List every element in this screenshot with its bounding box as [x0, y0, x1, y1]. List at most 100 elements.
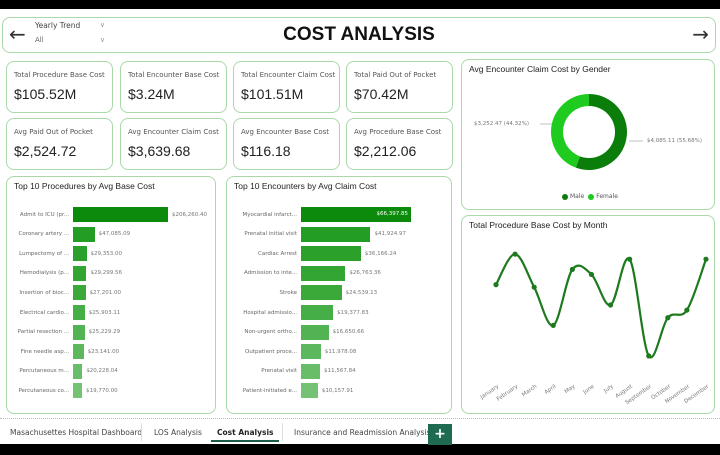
bar-row[interactable]: Stroke $24,539.13 [227, 284, 377, 301]
bar-row[interactable]: Percutaneous co... $19,770.00 [7, 382, 118, 399]
bar[interactable] [301, 383, 318, 399]
bar-label: Prenatal visit [261, 368, 297, 375]
bar[interactable] [73, 265, 87, 281]
bar-label: Percutaneous m... [19, 368, 69, 375]
tab-divider [141, 423, 142, 441]
bar[interactable] [73, 363, 83, 379]
kpi-value: $2,212.06 [354, 143, 417, 159]
bar[interactable] [301, 324, 329, 340]
legend-male[interactable]: Male [570, 193, 585, 200]
donut-slice-male[interactable] [575, 94, 627, 170]
bar-value: $16,650.66 [332, 329, 365, 336]
data-point-july[interactable] [607, 302, 614, 308]
bar-row[interactable]: Fine needle asp... $23,141.00 [7, 343, 119, 360]
data-point-march[interactable] [531, 284, 537, 290]
data-point-august[interactable] [627, 256, 633, 262]
slicer-value[interactable]: All [35, 36, 44, 44]
bar-label: Coronary artery ... [18, 231, 69, 238]
legend-female[interactable]: Female [596, 193, 618, 200]
bar[interactable] [301, 265, 346, 281]
data-point-june[interactable] [588, 271, 595, 278]
bar[interactable] [73, 305, 85, 320]
bar-row[interactable]: Hemodialysis (p... $29,299.56 [7, 265, 122, 282]
bar-value: $206,260.40 [172, 211, 207, 218]
bar-label: Lumpectomy of ... [19, 250, 69, 257]
bar-row[interactable]: Cardiac Arrest $36,166.24 [227, 245, 396, 262]
bar[interactable] [301, 226, 371, 242]
bar-row[interactable]: Admission to inte... $26,763.36 [227, 265, 381, 282]
bar[interactable] [73, 246, 87, 262]
bar[interactable] [301, 246, 361, 262]
bar-row[interactable]: Non-urgent ortho... $16,650.66 [227, 324, 364, 341]
kpi-value: $3.24M [128, 86, 175, 102]
bar-label: Insertion of bioc... [19, 289, 69, 296]
encounters-chart: Top 10 Encounters by Avg Claim Cost Myoc… [226, 176, 452, 414]
bar[interactable]: $66,397.85 [301, 207, 411, 222]
bar-row[interactable]: Myocardial infarct... $66,397.85 [227, 206, 411, 223]
chart-title: Top 10 Procedures by Avg Base Cost [14, 181, 155, 191]
line-series [495, 252, 708, 359]
x-tick-label: February [496, 383, 520, 402]
monthly-chart: Total Procedure Base Cost by Month Janua… [461, 215, 715, 414]
page-tabs: Masachusettes Hospital Dashboard LOS Ana… [0, 418, 720, 444]
bar[interactable] [73, 207, 168, 222]
legend-dot-female [588, 193, 595, 200]
kpi-card: Total Procedure Base Cost $105.52M [6, 61, 113, 113]
legend-dot-male [562, 193, 568, 200]
bar-row[interactable]: Prenatal initial visit $41,924.97 [227, 226, 406, 243]
tab-dashboard[interactable]: Masachusettes Hospital Dashboard [10, 428, 143, 437]
bar-value: $41,924.97 [374, 231, 406, 238]
bar[interactable] [301, 285, 342, 301]
bar-row[interactable]: Admit to ICU (pr... $206,260.40 [7, 206, 207, 223]
bar[interactable] [73, 285, 86, 301]
bar[interactable] [73, 383, 83, 399]
data-point-october[interactable] [665, 315, 671, 321]
arrow-left-icon[interactable]: ← [9, 22, 26, 46]
bar[interactable] [73, 324, 85, 340]
kpi-card: Avg Procedure Base Cost $2,212.06 [346, 118, 453, 170]
add-page-button[interactable]: + [428, 424, 452, 445]
bar-row[interactable]: Insertion of bioc... $27,201.00 [7, 284, 121, 301]
kpi-label: Total Procedure Base Cost [14, 71, 105, 79]
tab-insurance-readmission[interactable]: Insurance and Readmission Analysis [294, 428, 431, 437]
tab-los-analysis[interactable]: LOS Analysis [154, 428, 202, 437]
data-point-april[interactable] [550, 322, 556, 328]
bar-value: $25,903.11 [88, 309, 121, 316]
bar-row[interactable]: Electrical cardio... $25,903.11 [7, 304, 120, 321]
tab-cost-analysis[interactable]: Cost Analysis [211, 425, 280, 442]
bar[interactable] [301, 344, 321, 360]
chevron-down-icon[interactable]: ∨ [99, 21, 105, 29]
x-tick-label: June [582, 383, 597, 396]
bar-value: $27,201.00 [89, 289, 122, 296]
data-point-february[interactable] [512, 251, 518, 257]
bar[interactable] [301, 363, 321, 379]
data-point-january[interactable] [493, 282, 499, 288]
data-point-november[interactable] [684, 307, 690, 313]
bar[interactable] [73, 344, 84, 360]
bar[interactable] [73, 226, 95, 242]
bar-row[interactable]: Partial resection ... $25,229.29 [7, 324, 120, 341]
bar-value: $23,141.00 [87, 348, 120, 355]
bar-row[interactable]: Patient-initiated e... $10,157.91 [227, 382, 353, 399]
bar[interactable] [301, 305, 334, 320]
data-point-december[interactable] [703, 256, 709, 262]
x-tick-label: April [544, 383, 558, 395]
data-point-may[interactable] [569, 266, 575, 272]
chevron-down-icon[interactable]: ∨ [99, 36, 105, 44]
bar-row[interactable]: Lumpectomy of ... $29,353.00 [7, 245, 122, 262]
yearly-trend-slicer[interactable]: Yearly Trend ∨ All ∨ [35, 21, 105, 44]
bar-row[interactable]: Prenatal visit $11,567.84 [227, 363, 356, 380]
bar-label: Outpatient proce... [245, 348, 297, 355]
kpi-label: Avg Procedure Base Cost [354, 128, 442, 136]
donut-slice-female[interactable] [551, 94, 589, 168]
bar-value: $24,539.13 [345, 289, 378, 296]
bar-row[interactable]: Outpatient proce... $11,978.08 [227, 343, 356, 360]
bar-row[interactable]: Coronary artery ... $47,085.09 [7, 226, 130, 243]
arrow-right-icon[interactable]: → [692, 22, 709, 46]
data-point-september[interactable] [646, 353, 652, 359]
procedures-chart: Top 10 Procedures by Avg Base Cost Admit… [6, 176, 216, 414]
bar-row[interactable]: Hospital admissio... $19,377.83 [227, 304, 369, 321]
bar-value: $29,353.00 [90, 250, 123, 257]
bar-row[interactable]: Percutaneous m... $20,228.04 [7, 363, 118, 380]
